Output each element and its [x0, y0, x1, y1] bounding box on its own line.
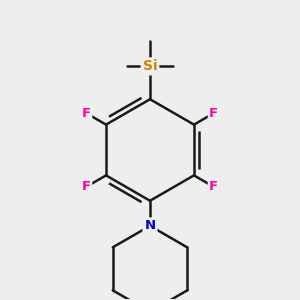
Text: F: F — [82, 107, 91, 120]
Text: N: N — [144, 219, 156, 232]
Text: F: F — [209, 180, 218, 193]
Text: Si: Si — [143, 59, 157, 74]
Text: F: F — [82, 180, 91, 193]
Text: F: F — [209, 107, 218, 120]
